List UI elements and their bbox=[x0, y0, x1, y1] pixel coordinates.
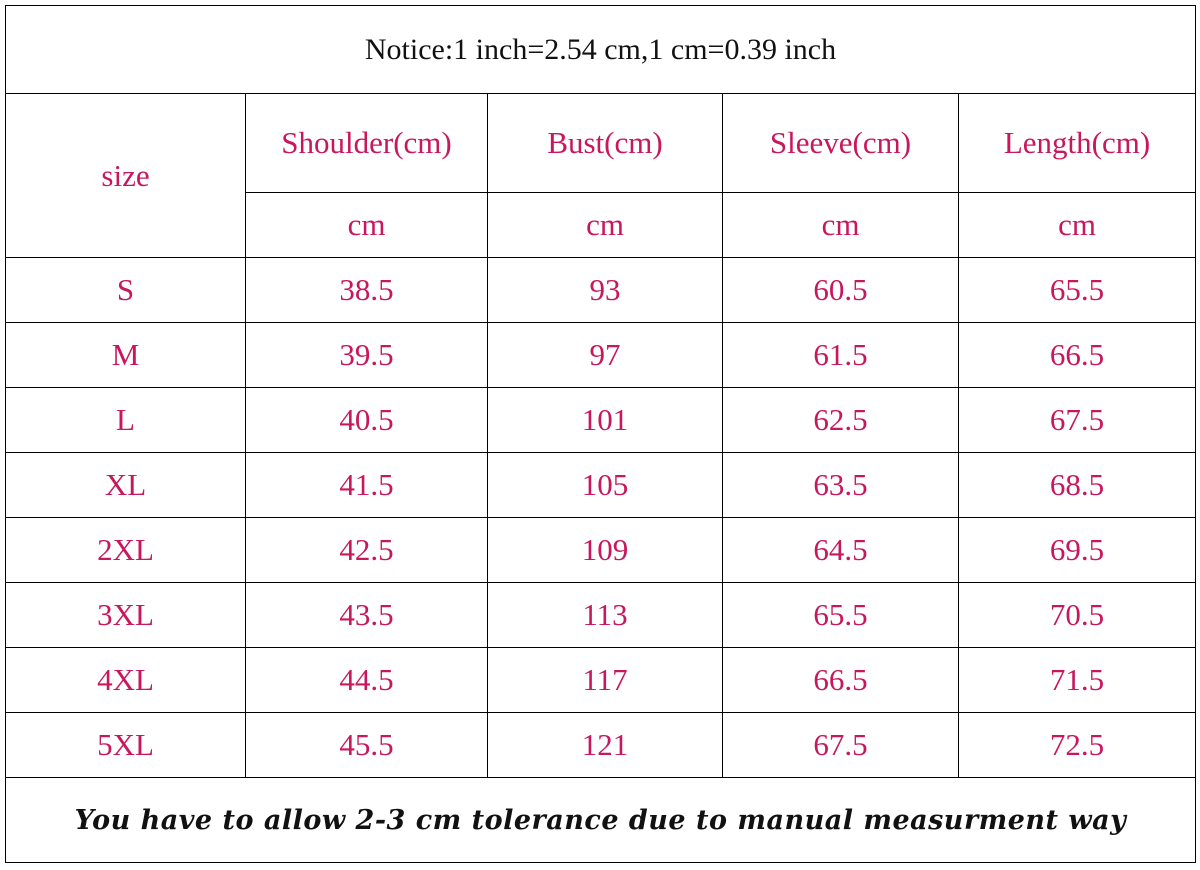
size-label: 5XL bbox=[5, 712, 246, 778]
measurement: 97 bbox=[487, 322, 723, 388]
unit-label: cm bbox=[722, 192, 959, 258]
measurement: 65.5 bbox=[958, 257, 1196, 323]
measurement: 68.5 bbox=[958, 452, 1196, 518]
size-label: L bbox=[5, 387, 246, 453]
unit-label: cm bbox=[958, 192, 1196, 258]
column-header: Shoulder(cm) bbox=[245, 93, 488, 193]
measurement: 71.5 bbox=[958, 647, 1196, 713]
size-label: M bbox=[5, 322, 246, 388]
size-label: 4XL bbox=[5, 647, 246, 713]
measurement: 41.5 bbox=[245, 452, 488, 518]
size-label: 2XL bbox=[5, 517, 246, 583]
measurement: 62.5 bbox=[722, 387, 959, 453]
measurement: 67.5 bbox=[722, 712, 959, 778]
size-label: 3XL bbox=[5, 582, 246, 648]
measurement: 63.5 bbox=[722, 452, 959, 518]
measurement: 66.5 bbox=[958, 322, 1196, 388]
measurement: 93 bbox=[487, 257, 723, 323]
tolerance-note: You have to allow 2-3 cm tolerance due t… bbox=[5, 777, 1196, 863]
size-header: size bbox=[5, 93, 246, 258]
column-header: Length(cm) bbox=[958, 93, 1196, 193]
measurement: 109 bbox=[487, 517, 723, 583]
measurement: 121 bbox=[487, 712, 723, 778]
notice: Notice:1 inch=2.54 cm,1 cm=0.39 inch bbox=[5, 5, 1196, 94]
measurement: 105 bbox=[487, 452, 723, 518]
measurement: 113 bbox=[487, 582, 723, 648]
measurement: 40.5 bbox=[245, 387, 488, 453]
measurement: 43.5 bbox=[245, 582, 488, 648]
measurement: 101 bbox=[487, 387, 723, 453]
measurement: 65.5 bbox=[722, 582, 959, 648]
measurement: 44.5 bbox=[245, 647, 488, 713]
unit-label: cm bbox=[487, 192, 723, 258]
measurement: 69.5 bbox=[958, 517, 1196, 583]
measurement: 39.5 bbox=[245, 322, 488, 388]
measurement: 42.5 bbox=[245, 517, 488, 583]
measurement: 70.5 bbox=[958, 582, 1196, 648]
measurement: 72.5 bbox=[958, 712, 1196, 778]
column-header: Bust(cm) bbox=[487, 93, 723, 193]
measurement: 67.5 bbox=[958, 387, 1196, 453]
column-header: Sleeve(cm) bbox=[722, 93, 959, 193]
measurement: 60.5 bbox=[722, 257, 959, 323]
measurement: 38.5 bbox=[245, 257, 488, 323]
measurement: 61.5 bbox=[722, 322, 959, 388]
size-label: S bbox=[5, 257, 246, 323]
measurement: 45.5 bbox=[245, 712, 488, 778]
unit-label: cm bbox=[245, 192, 488, 258]
size-label: XL bbox=[5, 452, 246, 518]
measurement: 66.5 bbox=[722, 647, 959, 713]
measurement: 117 bbox=[487, 647, 723, 713]
measurement: 64.5 bbox=[722, 517, 959, 583]
